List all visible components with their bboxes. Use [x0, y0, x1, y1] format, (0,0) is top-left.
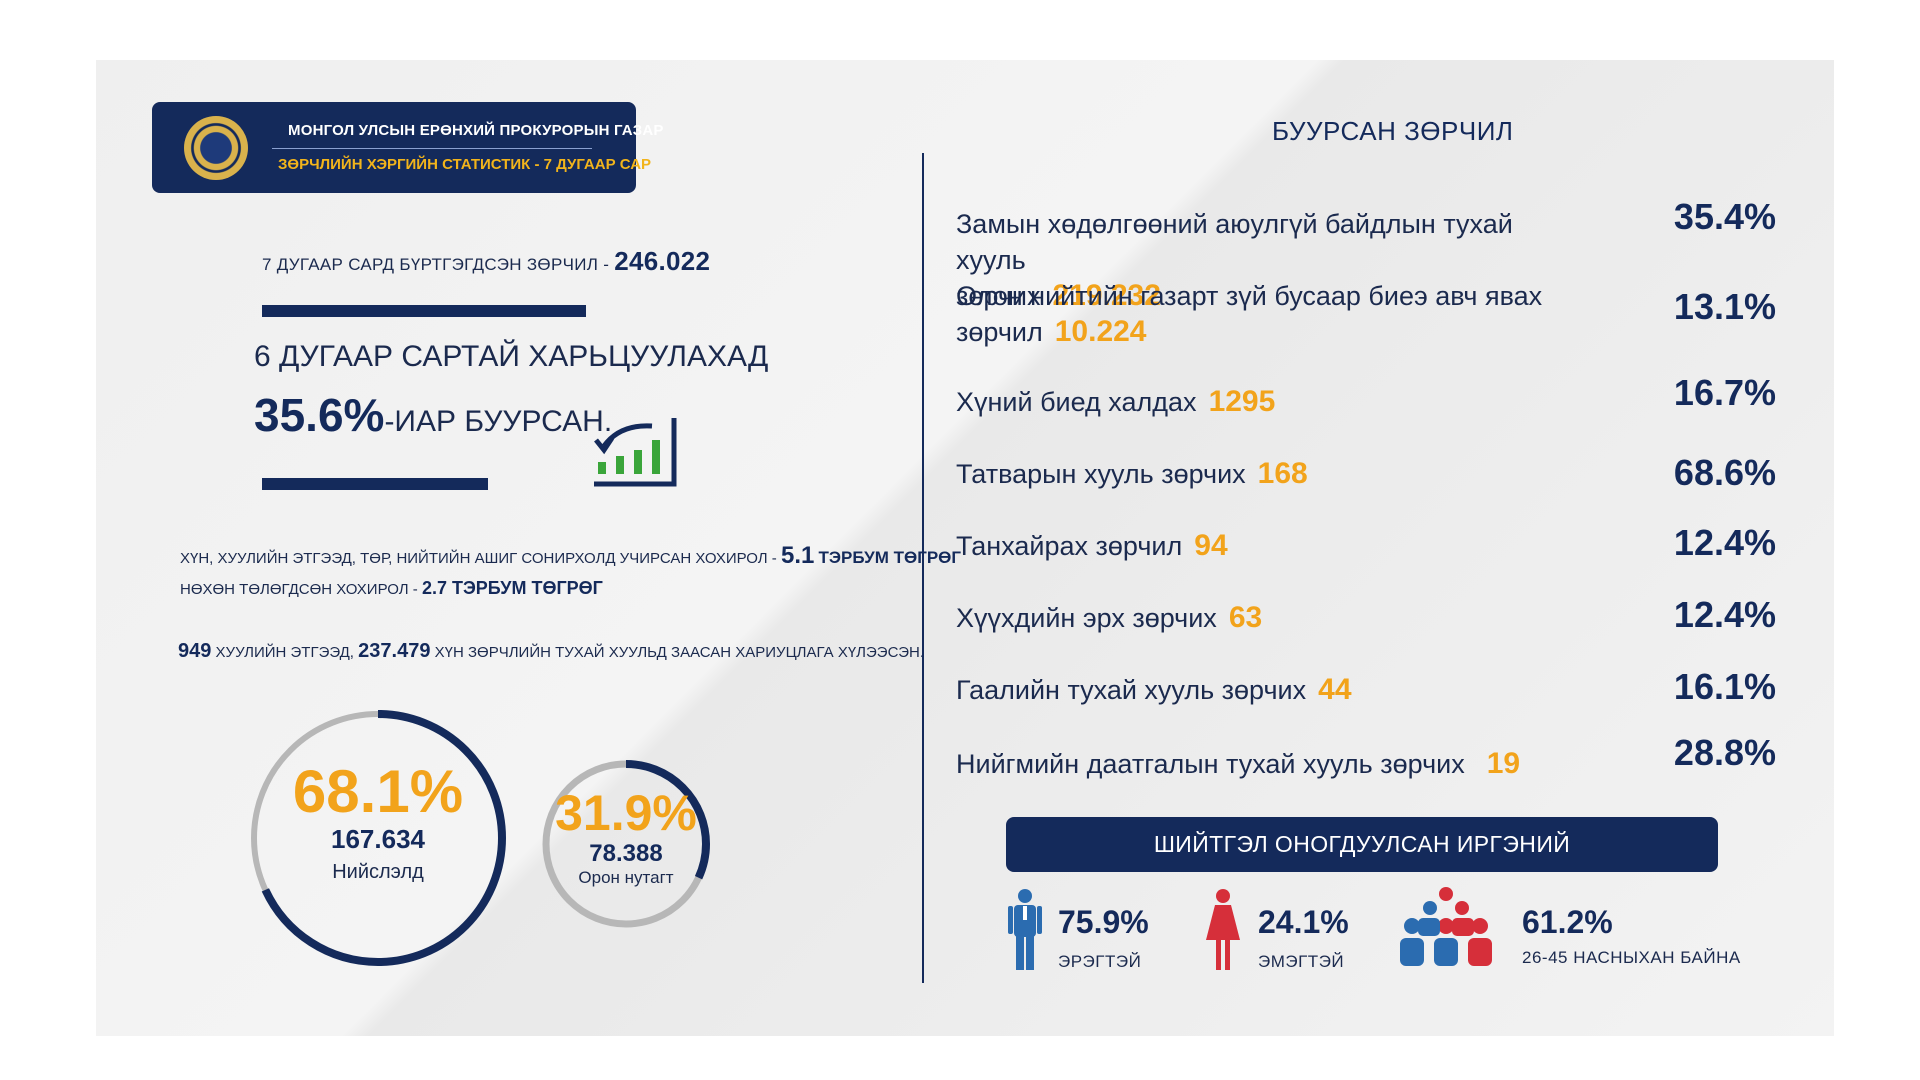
row-3-label: Татварын хууль зөрчих [956, 459, 1246, 489]
age-label: 26-45 НАСНЫХАН БАЙНА [1522, 948, 1741, 967]
registered-value: 246.022 [614, 246, 711, 276]
row-0: Замын хөдөлгөөний аюулгүй байдлын тухай … [956, 206, 1576, 314]
female-icon [1206, 889, 1240, 970]
capital-ring-text: 68.1% 167.634 Нийслэлд [246, 760, 510, 884]
row-7-pct: 28.8% [1673, 732, 1776, 773]
decrease-suffix: -ИАР БУУРСАН. [384, 405, 613, 438]
row-1-value: 10.224 [1054, 315, 1147, 348]
row-2-label: Хүний биед халдах [956, 387, 1197, 417]
header-org: МОНГОЛ УЛСЫН ЕРӨНХИЙ ПРОКУРОРЫН ГАЗАР [288, 122, 664, 139]
compensated-value: 2.7 ТЭРБУМ ТӨГРӨГ [421, 578, 603, 598]
row-2: Хүний биед халдах 1295 [956, 384, 1275, 420]
row-5-pct: 12.4% [1673, 594, 1776, 635]
damage-value: 5.1 [780, 542, 815, 569]
vertical-divider [922, 153, 924, 983]
header-divider [272, 148, 592, 149]
persons-label: ХҮН ЗӨРЧЛИЙН ТУХАЙ ХУУЛЬД ЗААСАН ХАРИУЦЛ… [434, 644, 925, 661]
row-5-label: Хүүхдийн эрх зөрчих [956, 603, 1217, 633]
rural-pct: 31.9% [555, 785, 697, 841]
female-pct: 24.1% [1258, 904, 1349, 940]
male-icon [1008, 889, 1042, 970]
male-pct: 75.9% [1058, 904, 1149, 940]
row-0-label: Замын хөдөлгөөний аюулгүй байдлын тухай … [956, 209, 1513, 275]
infographic-background [96, 60, 1834, 1036]
rural-ring-text: 31.9% 78.388 Орон нутагт [540, 786, 712, 888]
row-6-pct: 16.1% [1673, 666, 1776, 707]
row-0-label2: зөрчих [956, 281, 1041, 311]
right-title: БУУРСАН ЗӨРЧИЛ [1272, 116, 1514, 146]
capital-label: Нийслэлд [332, 861, 424, 883]
damage-unit: ТЭРБУМ ТӨГРӨГ [818, 548, 962, 567]
age-pct: 61.2% [1522, 904, 1613, 940]
damage-label: ХҮН, ХУУЛИЙН ЭТГЭЭД, ТӨР, НИЙТИЙН АШИГ С… [180, 550, 777, 567]
liability-line: 949 ХУУЛИЙН ЭТГЭЭД, 237.479 ХҮН ЗӨРЧЛИЙН… [178, 640, 924, 663]
row-4: Танхайрах зөрчил 94 [956, 528, 1228, 564]
top-bar [262, 305, 586, 317]
decline-chart-icon [594, 418, 677, 487]
compensated-label: НӨХӨН ТӨЛӨГДСӨН ХОХИРОЛ - [180, 581, 418, 598]
row-7-value: 19 [1486, 747, 1521, 780]
row-4-label: Танхайрах зөрчил [956, 531, 1183, 561]
damage-line: ХҮН, ХУУЛИЙН ЭТГЭЭД, ТӨР, НИЙТИЙН АШИГ С… [180, 542, 961, 570]
capital-count: 167.634 [331, 824, 425, 854]
female-label: ЭМЭГТЭЙ [1258, 952, 1345, 971]
row-1-label: Олон нийтийн газарт зүй бусаар биеэ авч … [956, 281, 1543, 311]
row-6-label: Гаалийн тухай хууль зөрчих [956, 675, 1307, 705]
row-4-value: 94 [1194, 529, 1228, 562]
male-label: ЭРЭГТЭЙ [1058, 952, 1142, 971]
capital-pct: 68.1% [292, 758, 464, 825]
row-1: Олон нийтийн газарт зүй бусаар биеэ авч … [956, 278, 1576, 350]
bottom-bar [262, 478, 488, 490]
row-1-pct: 13.1% [1673, 286, 1776, 327]
row-2-value: 1295 [1208, 385, 1276, 418]
row-4-pct: 12.4% [1673, 522, 1776, 563]
group-icon [1400, 887, 1492, 966]
row-0-value: 219.232 [1052, 279, 1161, 312]
entities-value: 949 [178, 640, 212, 662]
row-6: Гаалийн тухай хууль зөрчих 44 [956, 672, 1352, 708]
emblem-icon [184, 116, 248, 180]
row-1-label2: зөрчил [956, 317, 1043, 347]
rural-label: Орон нутагт [578, 868, 674, 887]
row-3-pct: 68.6% [1673, 452, 1776, 493]
persons-value: 237.479 [358, 640, 431, 662]
entities-label: ХУУЛИЙН ЭТГЭЭД, [215, 644, 354, 661]
penalty-banner: ШИЙТГЭЛ ОНОГДУУЛСАН ИРГЭНИЙ [1006, 817, 1718, 872]
rural-ring [542, 760, 710, 928]
row-5-value: 63 [1228, 601, 1263, 634]
rural-count: 78.388 [589, 840, 663, 867]
row-7-label: Нийгмийн даатгалын тухай хууль зөрчих [956, 749, 1465, 779]
decrease-pct: 35.6% [254, 389, 385, 441]
row-0-pct: 35.4% [1673, 196, 1776, 237]
row-7: Нийгмийн даатгалын тухай хууль зөрчих 19 [956, 746, 1520, 782]
compensated-line: НӨХӨН ТӨЛӨГДСӨН ХОХИРОЛ - 2.7 ТЭРБУМ ТӨГ… [180, 578, 603, 599]
registered-line: 7 ДУГААР САРД БҮРТГЭГДСЭН ЗӨРЧИЛ - 246.0… [262, 246, 710, 277]
compare-line: 6 ДУГААР САРТАЙ ХАРЬЦУУЛАХАД [254, 340, 769, 373]
row-5: Хүүхдийн эрх зөрчих 63 [956, 600, 1262, 636]
capital-ring [250, 710, 506, 966]
decrease-line: 35.6%-ИАР БУУРСАН. [254, 388, 612, 442]
header-subtitle: ЗӨРЧЛИЙН ХЭРГИЙН СТАТИСТИК - 7 ДУГААР СА… [278, 156, 652, 173]
row-2-pct: 16.7% [1673, 372, 1776, 413]
row-3: Татварын хууль зөрчих 168 [956, 456, 1308, 492]
registered-label: 7 ДУГААР САРД БҮРТГЭГДСЭН ЗӨРЧИЛ - [262, 255, 610, 274]
row-6-value: 44 [1318, 673, 1352, 706]
row-3-value: 168 [1257, 457, 1308, 490]
